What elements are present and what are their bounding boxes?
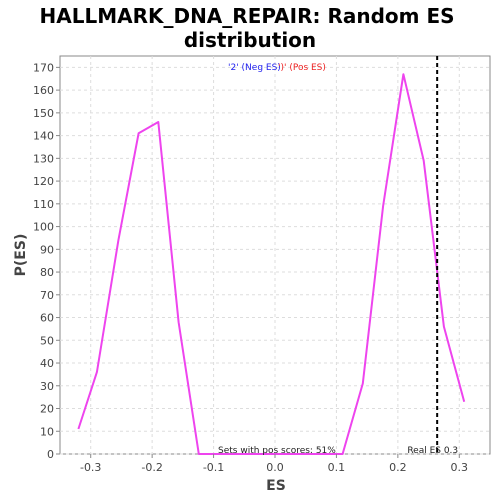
x-tick-label: -0.3 bbox=[80, 461, 101, 474]
chart-title-line2: distribution bbox=[184, 28, 316, 52]
y-tick-label: 50 bbox=[40, 334, 54, 347]
x-axis-ticks: -0.3 -0.2 -0.1 0.0 0.1 0.2 0.3 bbox=[80, 454, 468, 474]
grid-lines bbox=[60, 56, 490, 455]
y-tick-label: 80 bbox=[40, 266, 54, 279]
x-tick-label: -0.1 bbox=[203, 461, 224, 474]
y-axis-ticks: 0 10 20 30 40 50 60 70 80 90 100 110 120 130 140 150 160… bbox=[33, 61, 60, 461]
y-tick-label: 20 bbox=[40, 403, 54, 416]
y-tick-label: 160 bbox=[33, 84, 54, 97]
x-axis-label: ES bbox=[266, 478, 286, 494]
chart-title-line1: HALLMARK_DNA_REPAIR: Random ES bbox=[39, 4, 454, 28]
y-tick-label: 60 bbox=[40, 312, 54, 325]
y-tick-label: 150 bbox=[33, 107, 54, 120]
y-tick-label: 90 bbox=[40, 243, 54, 256]
y-axis-label: P(ES) bbox=[13, 234, 29, 277]
y-tick-label: 70 bbox=[40, 289, 54, 302]
legend-neg-es: '2' (Neg ES) bbox=[228, 63, 281, 73]
y-tick-label: 130 bbox=[33, 152, 54, 165]
pos-scores-annotation: Sets with pos scores: 51% bbox=[218, 446, 336, 456]
y-tick-label: 40 bbox=[40, 357, 54, 370]
y-tick-label: 110 bbox=[33, 198, 54, 211]
x-tick-label: -0.2 bbox=[141, 461, 162, 474]
real-es-group: Real ES 0.3 bbox=[407, 56, 458, 456]
real-es-label: Real ES 0.3 bbox=[407, 446, 458, 456]
y-tick-label: 10 bbox=[40, 425, 54, 438]
y-tick-label: 140 bbox=[33, 130, 54, 143]
y-tick-label: 100 bbox=[33, 221, 54, 234]
legend-pos-es: ')' (Pos ES) bbox=[278, 63, 326, 73]
y-tick-label: 120 bbox=[33, 175, 54, 188]
y-tick-label: 0 bbox=[47, 448, 54, 461]
x-tick-label: 0.1 bbox=[328, 461, 346, 474]
x-tick-label: 0.2 bbox=[389, 461, 407, 474]
x-tick-label: 0.0 bbox=[266, 461, 284, 474]
x-tick-label: 0.3 bbox=[451, 461, 469, 474]
y-tick-label: 170 bbox=[33, 61, 54, 74]
y-tick-label: 30 bbox=[40, 380, 54, 393]
